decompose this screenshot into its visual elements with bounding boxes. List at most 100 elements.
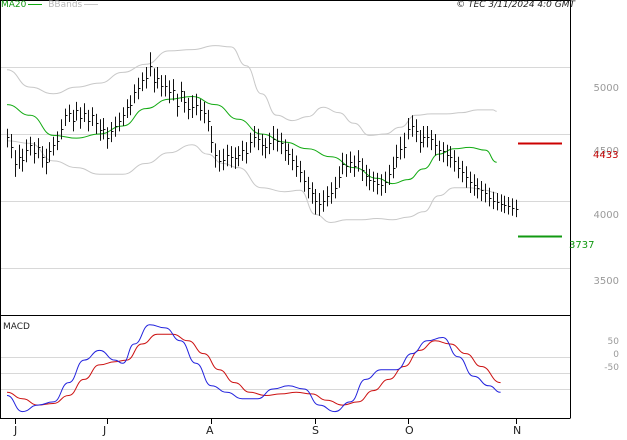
ma20-layer: [6, 95, 497, 185]
macd-signal-line: [6, 333, 501, 406]
price-bar: [373, 171, 376, 192]
resistance-level-label: 4433: [593, 150, 619, 161]
legend-ma20-label: MA20: [1, 0, 27, 10]
price-bar: [11, 134, 14, 159]
price-bar: [458, 156, 461, 179]
price-bar: [427, 126, 430, 148]
price-y-tick-label: 4500: [593, 146, 619, 157]
price-bar: [7, 128, 10, 148]
price-bar: [485, 183, 488, 203]
price-bar: [173, 79, 176, 101]
price-y-tick-label: 5000: [593, 83, 619, 94]
price-bar: [262, 134, 265, 156]
price-bar: [474, 174, 477, 196]
price-bar: [150, 52, 153, 77]
price-bar: [69, 104, 72, 122]
price-bar: [501, 194, 504, 212]
macd-panel-title: MACD: [3, 322, 30, 332]
price-bar: [65, 108, 68, 126]
price-bar: [400, 136, 403, 160]
price-bar: [423, 126, 426, 148]
price-bar: [88, 109, 91, 132]
price-bar: [188, 97, 191, 120]
price-bar: [462, 160, 465, 183]
price-bar: [354, 155, 357, 177]
price-bar: [53, 136, 56, 156]
price-bar: [254, 126, 257, 148]
price-bar: [265, 138, 268, 159]
price-bar: [80, 107, 83, 129]
price-bar: [61, 119, 64, 140]
price-bar: [46, 148, 49, 175]
legend-ma20-swatch: [28, 4, 43, 5]
legend-bbands-swatch: [84, 4, 99, 5]
price-bar: [493, 191, 496, 210]
price-bar: [288, 143, 291, 165]
price-bar: [219, 150, 222, 172]
price-bar: [227, 144, 230, 167]
price-bar: [204, 101, 207, 124]
price-bar: [130, 95, 133, 116]
price-bar: [377, 172, 380, 195]
legend-bbands-label: BBands: [48, 0, 83, 10]
price-bar: [231, 146, 234, 168]
price-bar: [119, 112, 122, 132]
price-bar: [215, 143, 218, 168]
price-bar: [285, 139, 288, 161]
price-bar: [412, 115, 415, 137]
price-bar: [184, 91, 187, 113]
price-bar: [223, 148, 226, 171]
price-bar: [258, 128, 261, 151]
macd-layer: [6, 324, 501, 413]
price-bar: [161, 75, 164, 97]
price-bar: [416, 119, 419, 143]
price-bar: [273, 126, 276, 151]
price-y-tick-label: 3500: [593, 276, 619, 287]
price-bar: [323, 190, 326, 212]
price-bar: [292, 148, 295, 171]
bband-lower-line: [6, 140, 497, 224]
price-bar: [211, 126, 214, 153]
price-bar: [154, 68, 157, 93]
macd-y-tick-label: -50: [604, 363, 619, 373]
price-bar: [443, 142, 446, 163]
x-tick-label: J: [14, 424, 18, 437]
price-bar: [331, 182, 334, 204]
price-bar: [208, 109, 211, 132]
axis-gutter: [570, 0, 627, 440]
price-bar: [304, 170, 307, 192]
timestamp-label: © TEC 3/11/2024 4:0 GMT: [456, 0, 575, 10]
price-bar: [335, 176, 338, 199]
price-bar: [146, 67, 149, 89]
price-bar: [281, 132, 284, 155]
price-bar: [404, 132, 407, 159]
price-bar: [123, 107, 126, 126]
price-bar: [73, 109, 76, 132]
price-bar: [350, 151, 353, 173]
price-bar: [242, 140, 245, 161]
price-bar: [34, 142, 37, 164]
price-bar: [408, 118, 411, 140]
macd-y-tick-label: 50: [607, 337, 619, 347]
price-bar: [181, 81, 184, 102]
price-bar: [366, 164, 369, 187]
price-bar: [269, 132, 272, 155]
price-bar: [196, 93, 199, 116]
macd-line: [6, 324, 501, 413]
price-bar: [481, 181, 484, 202]
price-bar: [319, 193, 322, 216]
support-level-label: 3737: [569, 240, 595, 251]
price-bar: [177, 93, 180, 117]
price-bar: [138, 77, 141, 100]
price-bar: [315, 189, 318, 215]
price-bar: [157, 67, 160, 89]
ma20-line: [6, 95, 497, 185]
price-bar: [435, 134, 438, 156]
price-bar: [169, 80, 172, 104]
bbands-layer: [6, 45, 497, 224]
price-bar: [393, 156, 396, 179]
price-bar: [100, 119, 103, 141]
